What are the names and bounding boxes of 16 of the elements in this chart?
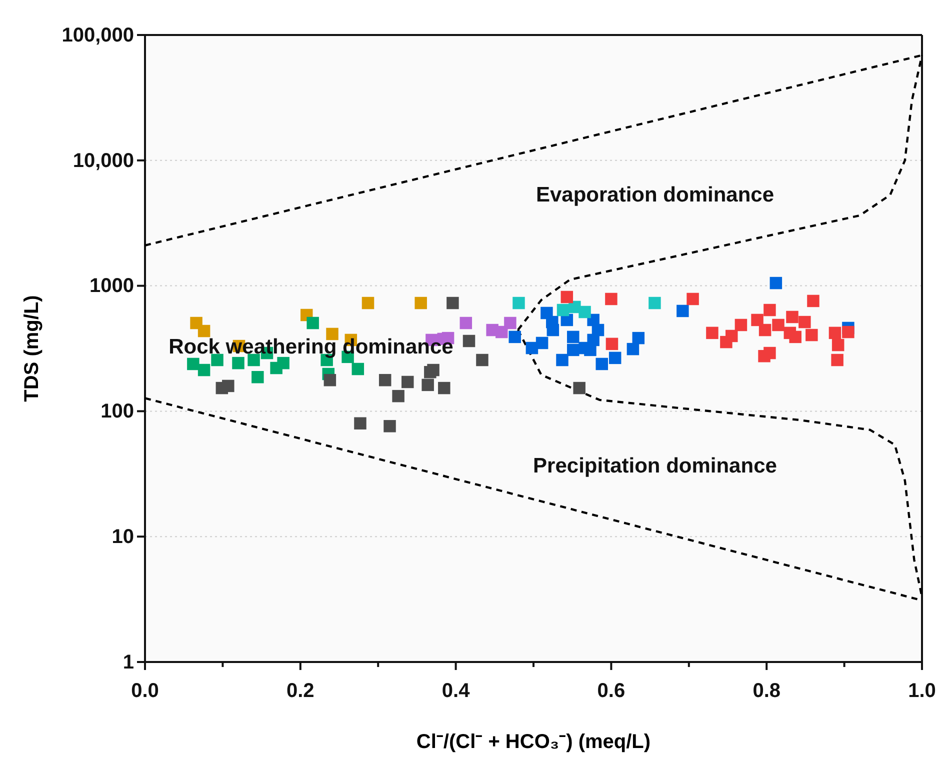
x-tick-label: 0.6 <box>597 680 626 702</box>
x-tick-label: 0.0 <box>131 680 159 702</box>
x-tick-label: 1.0 <box>908 680 936 702</box>
y-tick-label: 10 <box>112 526 134 548</box>
x-tick-label: 0.4 <box>442 680 471 702</box>
x-tick-label: 0.8 <box>752 680 781 702</box>
annotation: Precipitation dominance <box>533 454 777 478</box>
x-axis-title: Cl⁻/(Cl⁻ + HCO₃⁻) (meq/L) <box>416 731 651 753</box>
annotation: Evaporation dominance <box>536 184 774 207</box>
y-tick-label: 1000 <box>90 275 134 298</box>
y-tick-label: 100,000 <box>62 24 134 46</box>
y-tick-label: 1 <box>122 651 134 674</box>
y-axis-title: TDS (mg/L) <box>21 295 43 402</box>
y-tick-label: 100 <box>100 400 134 423</box>
x-tick-label: 0.2 <box>286 680 314 702</box>
y-tick-label: 10,000 <box>72 150 134 172</box>
